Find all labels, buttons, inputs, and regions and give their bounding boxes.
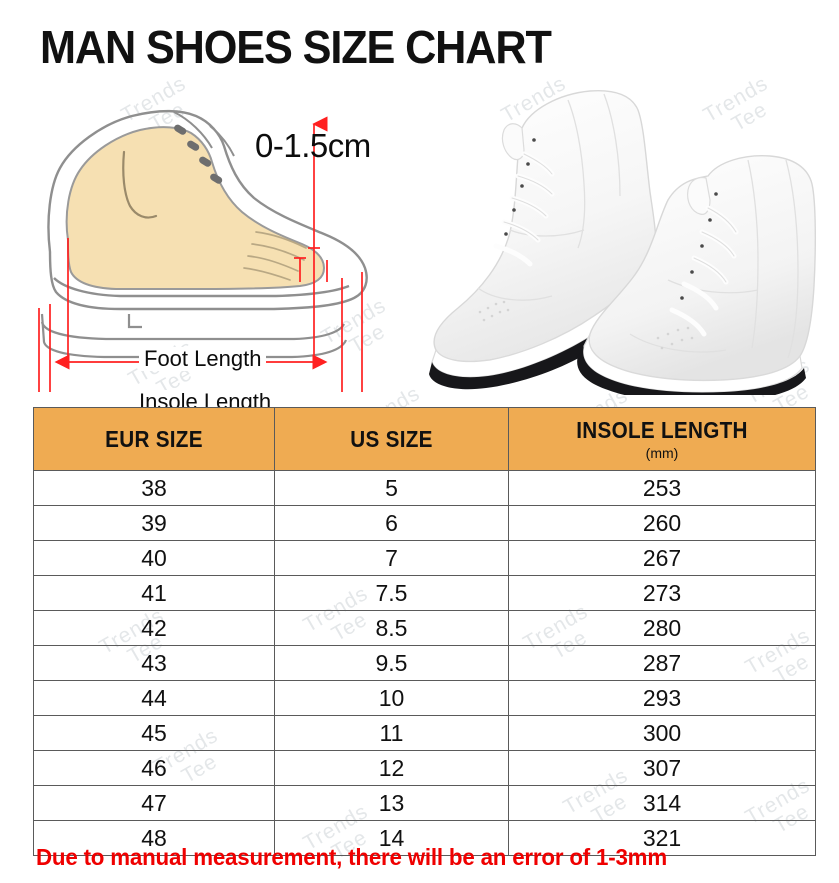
size-cell-insole: 260	[508, 505, 816, 541]
size-cell-insole: 293	[508, 680, 816, 716]
insole-length-dimension	[49, 278, 343, 392]
size-cell-eur: 39	[33, 505, 275, 541]
measurement-disclaimer: Due to manual measurement, there will be…	[36, 844, 667, 870]
size-cell-insole: 253	[508, 470, 816, 506]
size-cell-eur: 46	[33, 750, 275, 786]
table-row: 41 7.5 273	[33, 575, 816, 611]
lace-eyelets	[174, 124, 223, 184]
gap-dimension-arrows	[294, 116, 328, 282]
size-cell-eur: 43	[33, 645, 275, 681]
table-row: 45 11 300	[33, 715, 816, 751]
table-row: 43 9.5 287	[33, 645, 816, 681]
size-cell-us: 8.5	[274, 610, 509, 646]
size-cell-eur: 40	[33, 540, 275, 576]
page-title: MAN SHOES SIZE CHART	[40, 21, 552, 73]
size-table-body: 38 5 253 39 6 260 40 7 267 41 7.5 273 42 8.5 280 43 9.5 2…	[33, 470, 816, 856]
size-cell-insole: 280	[508, 610, 816, 646]
sneaker-right	[577, 154, 816, 395]
table-row: 38 5 253	[33, 470, 816, 506]
size-cell-eur: 38	[33, 470, 275, 506]
column-header-insole-label: INSOLE LENGTH	[576, 417, 748, 443]
size-cell-us: 13	[274, 785, 509, 821]
foot-shape	[65, 126, 326, 290]
size-cell-us: 10	[274, 680, 509, 716]
size-cell-eur: 44	[33, 680, 275, 716]
column-header-insole: INSOLE LENGTH (mm)	[508, 407, 816, 471]
size-cell-us: 7.5	[274, 575, 509, 611]
size-cell-insole: 307	[508, 750, 816, 786]
table-row: 39 6 260	[33, 505, 816, 541]
size-cell-eur: 42	[33, 610, 275, 646]
size-cell-us: 5	[274, 470, 509, 506]
toe-gap-label: 0-1.5cm	[255, 127, 371, 164]
size-cell-us: 11	[274, 715, 509, 751]
size-cell-insole: 314	[508, 785, 816, 821]
table-row: 48 14 321	[33, 820, 816, 856]
table-row: 40 7 267	[33, 540, 816, 576]
table-row: 47 13 314	[33, 785, 816, 821]
table-row: 46 12 307	[33, 750, 816, 786]
table-row: 44 10 293	[33, 680, 816, 716]
outsole-length-dimension	[38, 272, 363, 392]
table-header-row: EUR SIZE US SIZE INSOLE LENGTH (mm)	[33, 407, 816, 471]
size-cell-us: 6	[274, 505, 509, 541]
table-row: 42 8.5 280	[33, 610, 816, 646]
size-cell-us: 9.5	[274, 645, 509, 681]
column-header-eur: EUR SIZE	[33, 407, 275, 471]
size-cell-eur: 47	[33, 785, 275, 821]
size-cell-us: 7	[274, 540, 509, 576]
foot-length-label: Foot Length	[139, 347, 267, 371]
size-table-wrapper: EUR SIZE US SIZE INSOLE LENGTH (mm) 38 5 2…	[33, 407, 816, 856]
product-photo-sneakers	[418, 80, 828, 395]
column-header-eur-label: EUR SIZE	[105, 425, 203, 452]
size-cell-eur: 45	[33, 715, 275, 751]
size-cell-insole: 287	[508, 645, 816, 681]
size-cell-insole: 300	[508, 715, 816, 751]
size-cell-us: 14	[274, 820, 509, 856]
size-cell-us: 12	[274, 750, 509, 786]
column-header-us: US SIZE	[274, 407, 509, 471]
size-cell-eur: 41	[33, 575, 275, 611]
shoe-lace-detail	[173, 111, 235, 157]
size-cell-insole: 321	[508, 820, 816, 856]
size-table: EUR SIZE US SIZE INSOLE LENGTH (mm) 38 5 2…	[33, 407, 816, 856]
size-cell-insole: 273	[508, 575, 816, 611]
size-cell-insole: 267	[508, 540, 816, 576]
column-header-us-label: US SIZE	[350, 425, 433, 452]
column-header-insole-unit: (mm)	[645, 445, 679, 461]
